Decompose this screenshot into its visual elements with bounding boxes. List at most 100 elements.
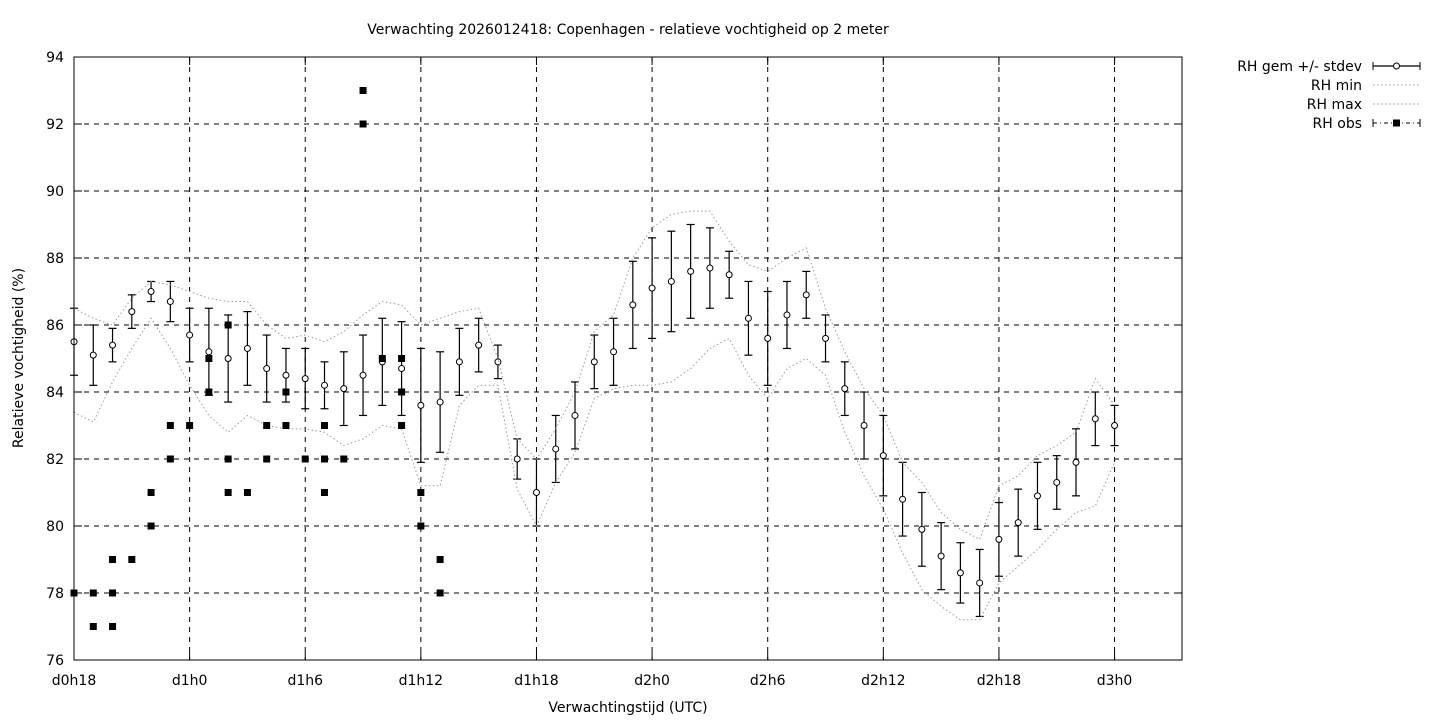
mean-point	[243, 344, 251, 352]
mean-point	[455, 358, 463, 366]
mean-point	[224, 355, 232, 362]
legend-swatch	[1393, 62, 1400, 70]
mean-point	[648, 284, 656, 292]
mean-point	[340, 385, 348, 393]
mean-point	[976, 579, 984, 587]
legend-label: RH max	[1307, 97, 1362, 113]
mean-point	[937, 552, 945, 560]
y-axis-label: Relatieve vochtigheid (%)	[11, 268, 27, 448]
obs-point	[282, 422, 290, 429]
mean-point	[802, 291, 810, 299]
obs-point	[417, 489, 425, 496]
mean-point	[1072, 458, 1080, 466]
y-tick-label: 92	[46, 117, 64, 133]
mean-point	[147, 288, 155, 295]
obs-point	[205, 355, 213, 362]
mean-point	[629, 301, 637, 309]
mean-point	[860, 422, 868, 429]
obs-point	[340, 455, 348, 463]
obs-point	[166, 422, 174, 429]
obs-point	[89, 623, 97, 630]
mean-point	[744, 314, 752, 322]
mean-point	[899, 495, 907, 503]
obs-point	[398, 422, 406, 429]
obs-point	[301, 455, 309, 463]
mean-point	[398, 365, 406, 373]
mean-point	[667, 277, 675, 285]
mean-point	[783, 311, 791, 319]
x-tick-label: d2h12	[861, 673, 905, 689]
axes-ticks: 76 78 80 82 84 86 88 90 92 94 d0h18 d1h0 d1h6 d1h12 d1…	[46, 50, 1182, 689]
mean-point	[417, 401, 425, 409]
obs-point	[147, 489, 155, 496]
legend-swatch	[1393, 119, 1400, 127]
obs-point	[147, 522, 155, 530]
mean-point	[687, 267, 695, 275]
obs-point	[263, 455, 271, 463]
series-line-rh-min	[73, 317, 1116, 621]
obs-point	[436, 556, 444, 563]
obs-point	[89, 589, 97, 597]
mean-point	[475, 341, 483, 349]
mean-point	[359, 371, 367, 379]
legend-label: RH gem +/- stdev	[1237, 59, 1362, 75]
obs-point	[282, 388, 290, 396]
obs-point	[243, 489, 251, 496]
obs-point	[378, 355, 386, 362]
obs-point	[109, 556, 117, 563]
y-tick-label: 78	[46, 586, 64, 602]
mean-point	[494, 358, 502, 366]
chart-title: Verwachting 2026012418: Copenhagen - rel…	[367, 22, 889, 38]
y-tick-label: 90	[46, 184, 64, 200]
mean-point	[1111, 422, 1119, 429]
mean-point	[571, 411, 579, 419]
x-axis-label: Verwachtingstijd (UTC)	[548, 700, 707, 716]
mean-point	[89, 351, 97, 359]
mean-point	[128, 308, 136, 316]
obs-point	[109, 623, 117, 630]
mean-point	[1033, 492, 1041, 500]
legend-label: RH min	[1311, 78, 1362, 94]
legend: RH gem +/- stdev RH min RH max RH obs	[1237, 59, 1421, 132]
obs-point	[436, 589, 444, 597]
y-tick-label: 94	[46, 50, 64, 66]
obs-point	[263, 422, 271, 429]
mean-point	[1014, 519, 1022, 527]
mean-point	[532, 489, 540, 496]
x-tick-label: d2h18	[977, 673, 1021, 689]
mean-point	[995, 535, 1003, 543]
mean-point	[436, 398, 444, 406]
y-tick-label: 86	[46, 318, 64, 334]
mean-point	[879, 452, 887, 460]
mean-point	[918, 525, 926, 533]
mean-point	[841, 385, 849, 393]
mean-point	[764, 334, 772, 342]
mean-point	[513, 455, 521, 463]
obs-point	[109, 589, 117, 597]
x-tick-label: d1h6	[287, 673, 323, 689]
obs-point	[205, 388, 213, 396]
grid-lines	[73, 57, 1182, 660]
obs-point	[417, 522, 425, 530]
x-tick-label: d1h0	[172, 673, 208, 689]
y-tick-label: 76	[46, 653, 64, 669]
obs-point	[321, 489, 329, 496]
mean-point	[590, 358, 598, 366]
mean-point	[822, 334, 830, 342]
x-tick-label: d3h0	[1097, 673, 1133, 689]
mean-point	[109, 341, 117, 349]
obs-point	[128, 556, 136, 563]
y-tick-label: 84	[46, 385, 64, 401]
mean-point	[205, 348, 213, 356]
obs-point	[398, 355, 406, 362]
mean-point	[1053, 478, 1061, 486]
obs-point	[224, 489, 232, 496]
mean-point	[263, 365, 271, 373]
obs-point	[321, 422, 329, 429]
mean-point	[610, 348, 618, 356]
x-tick-label: d2h6	[750, 673, 786, 689]
x-tick-label: d1h18	[514, 673, 558, 689]
mean-point	[1091, 415, 1099, 423]
x-tick-label: d0h18	[52, 673, 96, 689]
